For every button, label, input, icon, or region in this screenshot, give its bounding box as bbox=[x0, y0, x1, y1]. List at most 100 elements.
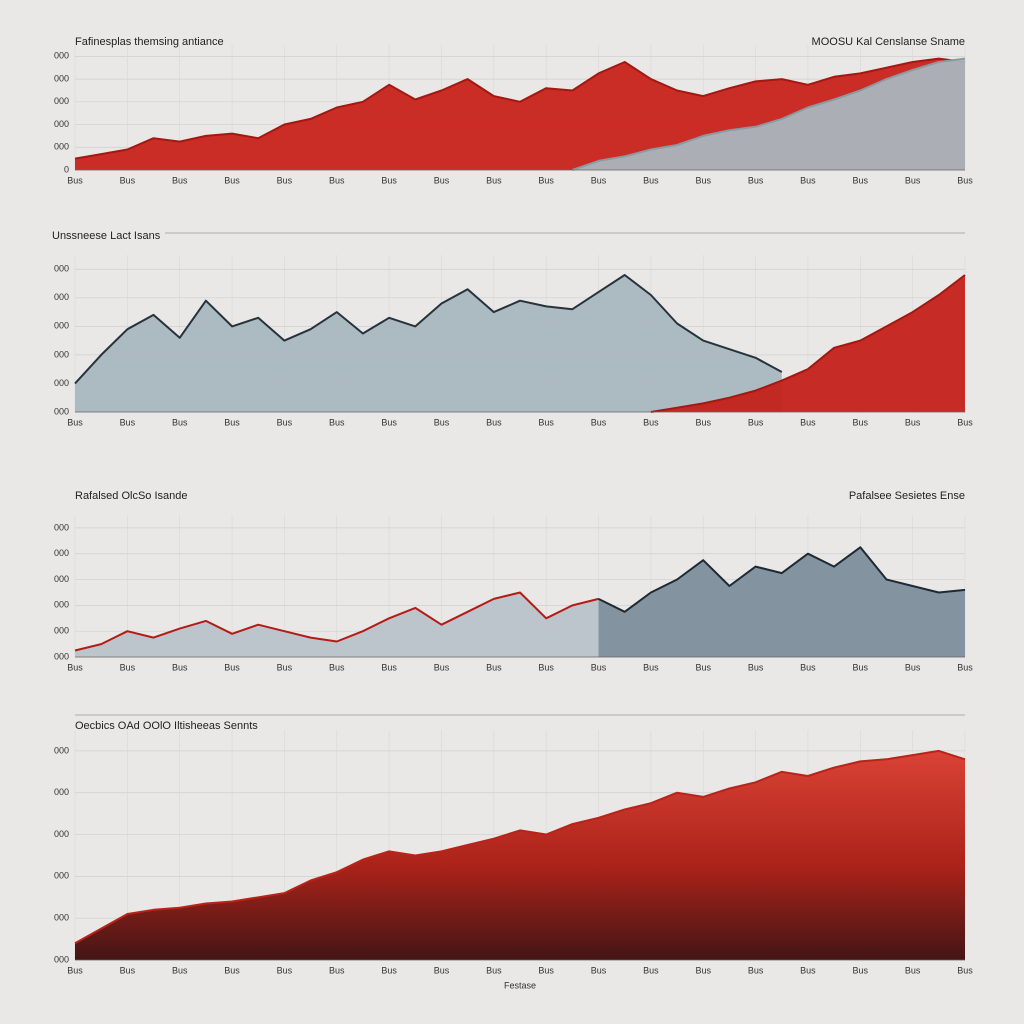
x-tick-label: Bus bbox=[905, 965, 921, 975]
series-line bbox=[74, 591, 599, 652]
x-tick-label: Bus bbox=[381, 965, 397, 975]
x-tick-label: Bus bbox=[224, 662, 240, 672]
x-tick-label: Bus bbox=[800, 417, 816, 427]
area-fill bbox=[75, 275, 782, 412]
y-tick-label: 000 bbox=[54, 651, 69, 661]
x-tick-label: Bus bbox=[748, 417, 764, 427]
x-tick-label: Bus bbox=[695, 417, 711, 427]
x-tick-label: Bus bbox=[957, 175, 973, 185]
x-tick-label: Bus bbox=[591, 965, 607, 975]
series-line bbox=[598, 546, 966, 613]
x-axis-label: Festase bbox=[504, 980, 536, 990]
x-tick-label: Bus bbox=[329, 417, 345, 427]
x-tick-label: Bus bbox=[434, 417, 450, 427]
y-tick-label: 000 bbox=[54, 264, 69, 274]
y-tick-label: 000 bbox=[54, 548, 69, 558]
x-tick-label: Bus bbox=[486, 417, 502, 427]
x-tick-label: Bus bbox=[643, 662, 659, 672]
series-line bbox=[74, 274, 783, 385]
x-tick-label: Bus bbox=[800, 175, 816, 185]
series-line bbox=[572, 57, 966, 171]
y-tick-label: 000 bbox=[54, 73, 69, 83]
x-tick-label: Bus bbox=[643, 965, 659, 975]
x-tick-label: Bus bbox=[434, 175, 450, 185]
series-line bbox=[74, 749, 966, 945]
area-fill bbox=[598, 547, 965, 657]
x-tick-label: Bus bbox=[957, 965, 973, 975]
x-tick-label: Bus bbox=[224, 417, 240, 427]
y-tick-label: 000 bbox=[54, 787, 69, 797]
area-fill bbox=[650, 275, 965, 412]
y-tick-label: 000 bbox=[54, 51, 69, 61]
x-tick-label: Bus bbox=[957, 417, 973, 427]
series-line bbox=[74, 57, 966, 160]
x-tick-label: Bus bbox=[591, 662, 607, 672]
x-tick-label: Bus bbox=[695, 175, 711, 185]
y-tick-label: 000 bbox=[54, 142, 69, 152]
series-line bbox=[650, 274, 966, 413]
x-tick-label: Bus bbox=[486, 662, 502, 672]
x-tick-label: Bus bbox=[120, 417, 136, 427]
x-tick-label: Bus bbox=[800, 965, 816, 975]
area-fill bbox=[75, 750, 965, 960]
x-tick-label: Bus bbox=[120, 175, 136, 185]
x-tick-label: Bus bbox=[695, 662, 711, 672]
x-tick-label: Bus bbox=[224, 175, 240, 185]
y-tick-label: 000 bbox=[54, 829, 69, 839]
x-tick-label: Bus bbox=[329, 662, 345, 672]
area-fill bbox=[572, 58, 965, 170]
x-tick-label: Bus bbox=[748, 662, 764, 672]
chart-subtitle: MOOSU Kal Censlanse Sname bbox=[812, 36, 965, 48]
x-tick-label: Bus bbox=[277, 175, 293, 185]
x-tick-label: Bus bbox=[329, 965, 345, 975]
y-tick-label: 000 bbox=[54, 626, 69, 636]
y-tick-label: 000 bbox=[54, 600, 69, 610]
chart-title: Unssneese Lact Isans bbox=[52, 230, 161, 242]
x-tick-label: Bus bbox=[120, 662, 136, 672]
x-tick-label: Bus bbox=[172, 175, 188, 185]
x-tick-label: Bus bbox=[695, 965, 711, 975]
x-tick-label: Bus bbox=[591, 417, 607, 427]
x-tick-label: Bus bbox=[67, 417, 83, 427]
x-tick-label: Bus bbox=[853, 662, 869, 672]
x-tick-label: Bus bbox=[853, 175, 869, 185]
chart-title: Fafinesplas themsing antiance bbox=[75, 36, 224, 48]
x-tick-label: Bus bbox=[748, 175, 764, 185]
chart-subtitle: Pafalsee Sesietes Ense bbox=[849, 490, 965, 502]
x-tick-label: Bus bbox=[905, 417, 921, 427]
x-tick-label: Bus bbox=[381, 175, 397, 185]
x-tick-label: Bus bbox=[67, 175, 83, 185]
x-tick-label: Bus bbox=[538, 965, 554, 975]
x-tick-label: Bus bbox=[800, 662, 816, 672]
y-tick-label: 000 bbox=[54, 522, 69, 532]
x-tick-label: Bus bbox=[329, 175, 345, 185]
x-tick-label: Bus bbox=[748, 965, 764, 975]
y-tick-label: 000 bbox=[54, 292, 69, 302]
x-tick-label: Bus bbox=[905, 662, 921, 672]
x-tick-label: Bus bbox=[434, 662, 450, 672]
x-tick-label: Bus bbox=[538, 175, 554, 185]
x-tick-label: Bus bbox=[434, 965, 450, 975]
x-tick-label: Bus bbox=[381, 417, 397, 427]
x-tick-label: Bus bbox=[853, 965, 869, 975]
y-tick-label: 000 bbox=[54, 913, 69, 923]
x-tick-label: Bus bbox=[277, 662, 293, 672]
area-fill bbox=[75, 592, 599, 657]
x-tick-label: Bus bbox=[643, 175, 659, 185]
x-tick-label: Bus bbox=[120, 965, 136, 975]
x-tick-label: Bus bbox=[853, 417, 869, 427]
x-tick-label: Bus bbox=[277, 417, 293, 427]
y-tick-label: 000 bbox=[54, 349, 69, 359]
chart-title: Rafalsed OlcSo Isande bbox=[75, 490, 188, 502]
y-tick-label: 000 bbox=[54, 119, 69, 129]
x-tick-label: Bus bbox=[67, 662, 83, 672]
x-tick-label: Bus bbox=[172, 662, 188, 672]
x-tick-label: Bus bbox=[277, 965, 293, 975]
x-tick-label: Bus bbox=[224, 965, 240, 975]
x-tick-label: Bus bbox=[643, 417, 659, 427]
y-tick-label: 000 bbox=[54, 871, 69, 881]
x-tick-label: Bus bbox=[538, 417, 554, 427]
x-tick-label: Bus bbox=[957, 662, 973, 672]
